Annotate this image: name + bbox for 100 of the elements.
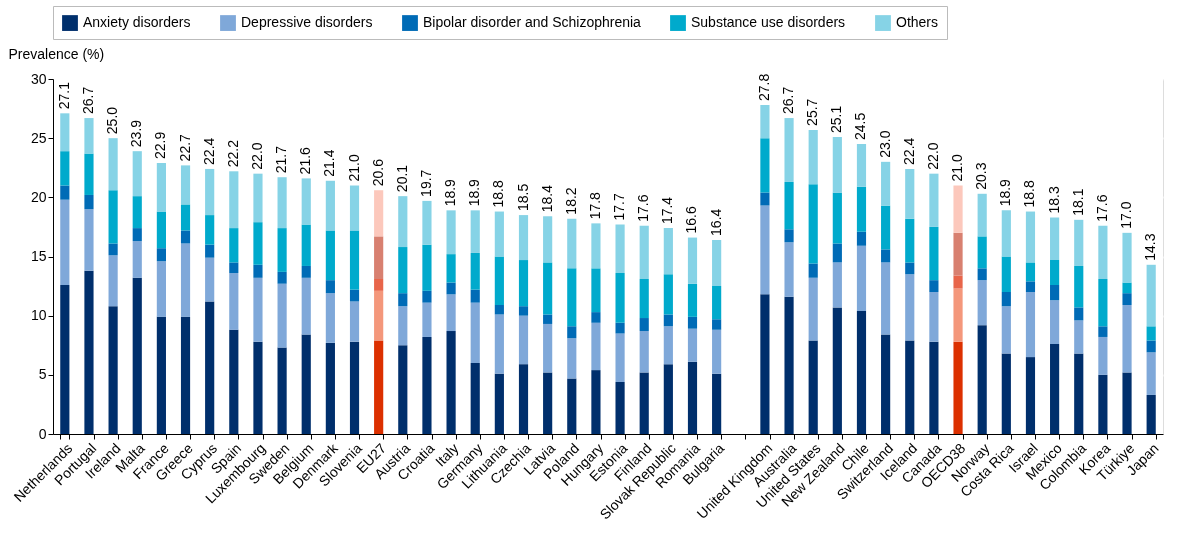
bar — [832, 307, 842, 434]
bar — [1074, 320, 1084, 354]
bar — [663, 364, 673, 434]
bar — [953, 232, 963, 276]
bar — [205, 215, 215, 245]
bar — [229, 329, 239, 434]
bar — [591, 322, 601, 371]
bar — [784, 181, 794, 230]
total-label: 25.0 — [104, 106, 121, 135]
y-tick-label: 0 — [38, 425, 47, 442]
bar — [808, 129, 818, 185]
bar — [1001, 256, 1011, 292]
bar — [374, 190, 384, 237]
bar — [905, 274, 915, 341]
bar — [543, 216, 553, 263]
bar — [881, 249, 891, 263]
legend-label: Depressive disorders — [241, 14, 373, 31]
bar — [422, 244, 432, 291]
bar — [398, 247, 408, 294]
total-label: 16.6 — [683, 206, 700, 234]
bar — [1122, 282, 1132, 294]
bar — [398, 306, 408, 346]
y-axis-title: Prevalence (%) — [8, 45, 105, 62]
bar — [60, 113, 70, 152]
total-label: 25.1 — [828, 105, 845, 133]
bar — [1122, 372, 1132, 434]
bar — [1146, 394, 1156, 434]
total-label: 23.0 — [876, 130, 893, 158]
bar — [422, 290, 432, 303]
bar — [977, 268, 987, 281]
total-label: 22.7 — [176, 133, 193, 162]
bar — [84, 270, 94, 434]
bar — [615, 273, 625, 323]
total-label: 22.4 — [900, 137, 917, 165]
bar — [108, 306, 118, 434]
bar — [591, 312, 601, 323]
total-label: 17.6 — [1093, 194, 1110, 222]
bar — [374, 340, 384, 434]
bar — [567, 326, 577, 339]
bar — [591, 370, 601, 434]
bar — [881, 205, 891, 250]
bar — [253, 264, 263, 278]
bar — [422, 200, 432, 245]
bar — [760, 205, 770, 295]
bar — [84, 118, 94, 154]
bar — [398, 196, 408, 248]
bar — [229, 228, 239, 263]
bar — [229, 171, 239, 229]
bar — [808, 184, 818, 264]
bar — [832, 262, 842, 308]
bar — [615, 333, 625, 382]
bar — [253, 277, 263, 342]
bar — [929, 173, 939, 227]
bar — [1025, 262, 1036, 282]
bar — [639, 372, 649, 434]
total-label: 18.5 — [514, 183, 531, 212]
total-label: 17.7 — [611, 193, 628, 221]
bar — [615, 224, 625, 274]
bar — [1098, 326, 1108, 337]
total-label: 25.7 — [804, 98, 821, 126]
total-label: 20.6 — [369, 158, 386, 187]
bar — [84, 209, 94, 271]
bar — [1050, 300, 1060, 345]
total-label: 22.0 — [248, 142, 265, 170]
bar — [1098, 278, 1108, 327]
bar — [301, 334, 311, 434]
bar — [60, 185, 70, 200]
bar — [446, 210, 456, 255]
bar — [687, 361, 698, 434]
bar — [518, 315, 529, 365]
bar — [277, 271, 287, 284]
total-label: 18.8 — [490, 180, 507, 208]
bar — [760, 105, 770, 139]
total-label: 16.4 — [707, 208, 724, 236]
bar — [253, 222, 263, 265]
bar — [1025, 281, 1036, 292]
bar — [881, 262, 891, 335]
total-label: 17.6 — [635, 194, 652, 222]
bar — [784, 296, 794, 434]
legend-label: Substance use disorders — [691, 14, 846, 31]
bar — [1146, 326, 1156, 341]
legend-label: Bipolar disorder and Schizophrenia — [423, 14, 642, 31]
bar — [132, 241, 142, 278]
bar — [205, 168, 215, 216]
bar — [905, 168, 915, 219]
bar — [325, 280, 335, 294]
bar — [832, 192, 842, 244]
bar — [277, 177, 287, 229]
bar — [1001, 210, 1011, 257]
bar — [953, 341, 963, 434]
bar — [687, 237, 698, 284]
bar — [712, 319, 722, 330]
bar — [687, 316, 698, 329]
total-label: 18.9 — [997, 178, 1014, 207]
bar — [1098, 336, 1108, 375]
bar — [808, 340, 818, 434]
bar — [60, 151, 70, 186]
bar — [784, 229, 794, 243]
bar — [108, 138, 118, 191]
bar — [1025, 211, 1036, 263]
